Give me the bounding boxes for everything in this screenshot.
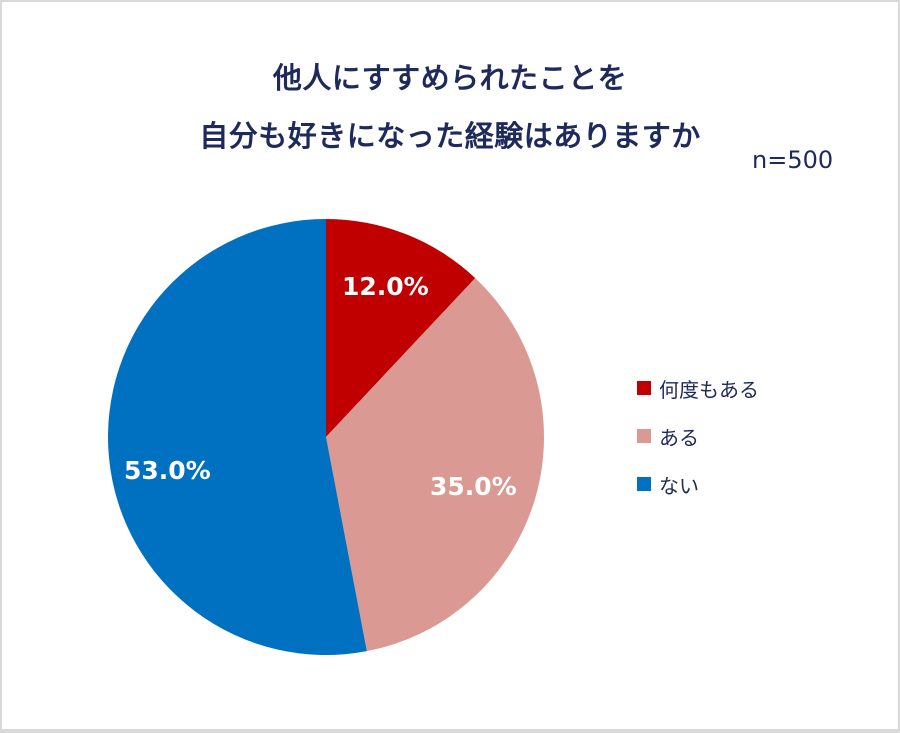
slice-nai	[108, 219, 367, 655]
legend-swatch	[637, 477, 651, 491]
legend-item-nandomo-aru: 何度もある	[637, 364, 759, 412]
legend-label: ない	[659, 473, 699, 498]
legend-label: ある	[659, 425, 699, 450]
legend: 何度もある ある ない	[637, 364, 759, 508]
chart-title-line1: 他人にすすめられたことを	[272, 61, 628, 95]
slice-nandomo-aru	[326, 219, 476, 437]
legend-item-aru: ある	[637, 412, 759, 460]
slice-label-nandomo-aru: 12.0%	[342, 272, 429, 301]
legend-swatch	[637, 381, 651, 395]
legend-swatch	[637, 429, 651, 443]
chart-title-line2: 自分も好きになった経験はありますか	[199, 119, 701, 153]
legend-label: 何度もある	[659, 377, 759, 402]
slice-label-aru: 35.0%	[430, 472, 517, 501]
sample-size: n=500	[752, 146, 834, 174]
slice-aru	[326, 278, 544, 652]
slice-label-nai: 53.0%	[124, 456, 211, 485]
legend-item-nai: ない	[637, 460, 759, 508]
